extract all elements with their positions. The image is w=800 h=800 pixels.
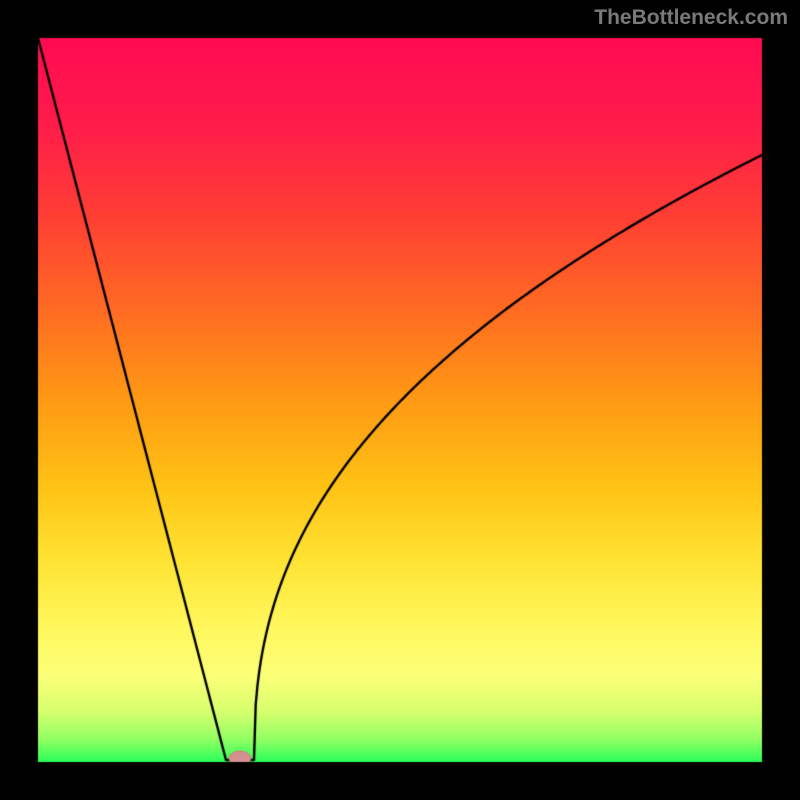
chart-container: TheBottleneck.com	[0, 0, 800, 800]
bottleneck-curve-chart	[0, 0, 800, 800]
